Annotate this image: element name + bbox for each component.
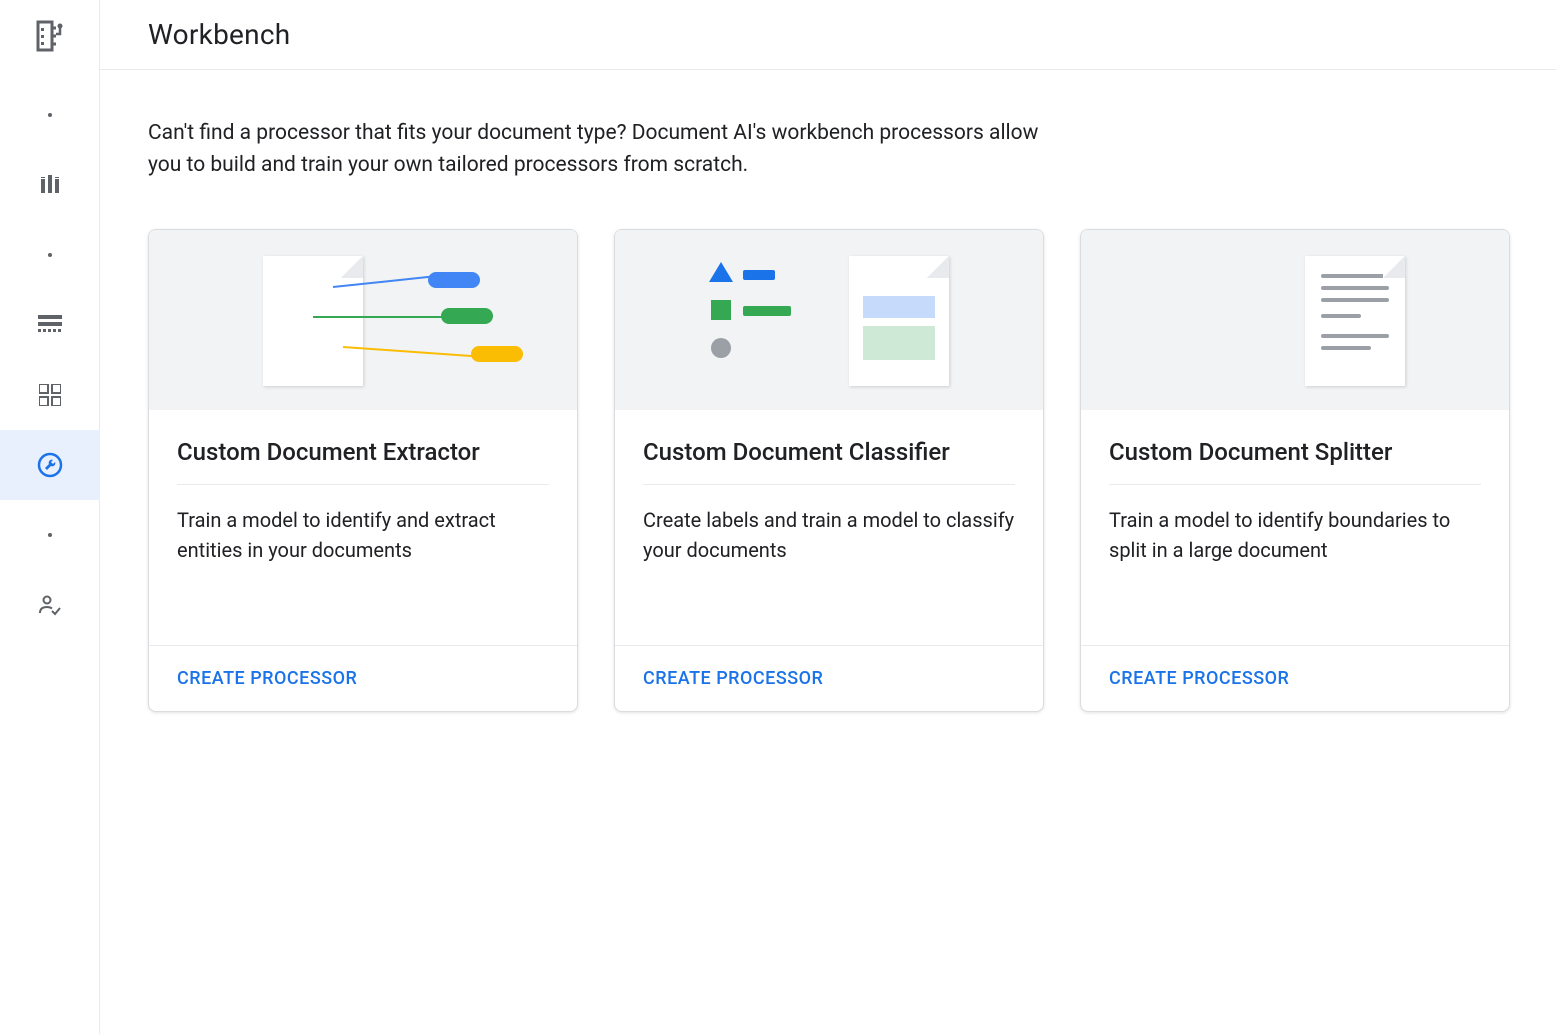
product-logo-icon (26, 12, 74, 60)
create-processor-button[interactable]: CREATE PROCESSOR (177, 668, 357, 689)
sidebar (0, 0, 100, 1034)
dot-icon (48, 253, 52, 257)
card-description: Train a model to identify and extract en… (177, 505, 549, 625)
card-title: Custom Document Extractor (177, 438, 549, 485)
sidebar-item-7[interactable] (0, 500, 100, 570)
sidebar-item-grid[interactable] (0, 360, 100, 430)
create-processor-button[interactable]: CREATE PROCESSOR (643, 668, 823, 689)
sidebar-item-rows[interactable] (0, 290, 100, 360)
bars-icon (38, 173, 62, 197)
processor-cards: Custom Document Extractor Train a model … (148, 229, 1510, 712)
grid-icon (39, 384, 61, 406)
sidebar-item-person-check[interactable] (0, 570, 100, 640)
card-classifier: Custom Document Classifier Create labels… (614, 229, 1044, 712)
card-description: Train a model to identify boundaries to … (1109, 505, 1481, 625)
main-content: Workbench Can't find a processor that fi… (100, 0, 1556, 1034)
extractor-illustration (149, 230, 577, 410)
page-title: Workbench (148, 18, 290, 51)
classifier-illustration (615, 230, 1043, 410)
create-processor-button[interactable]: CREATE PROCESSOR (1109, 668, 1289, 689)
rows-icon (38, 315, 62, 335)
sidebar-item-bars[interactable] (0, 150, 100, 220)
dot-icon (48, 533, 52, 537)
dot-icon (48, 113, 52, 117)
card-splitter: Custom Document Splitter Train a model t… (1080, 229, 1510, 712)
sidebar-item-workbench[interactable] (0, 430, 100, 500)
card-description: Create labels and train a model to class… (643, 505, 1015, 625)
sidebar-item-overview[interactable] (0, 80, 100, 150)
splitter-illustration (1081, 230, 1509, 410)
person-check-icon (38, 593, 62, 617)
intro-text: Can't find a processor that fits your do… (148, 118, 1048, 181)
wrench-icon (37, 452, 63, 478)
card-title: Custom Document Splitter (1109, 438, 1481, 485)
card-extractor: Custom Document Extractor Train a model … (148, 229, 578, 712)
page-header: Workbench (100, 0, 1556, 70)
card-title: Custom Document Classifier (643, 438, 1015, 485)
sidebar-item-3[interactable] (0, 220, 100, 290)
